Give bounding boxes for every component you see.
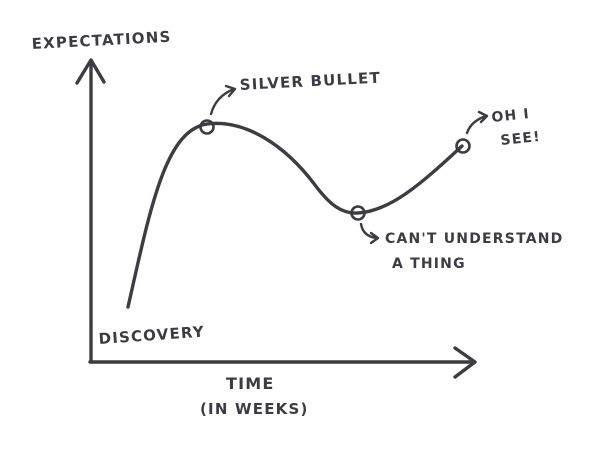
x-axis-label-in-weeks: (IN WEEKS) xyxy=(200,400,309,418)
oh-i-see-label-line1: OH I xyxy=(491,106,531,126)
y-axis-arrowhead xyxy=(75,58,106,85)
discovery-label: DISCOVERY xyxy=(98,323,205,348)
cant-understand-label-line1: CAN'T UNDERSTAND xyxy=(385,231,564,247)
cant-understand-label-line2: A THING xyxy=(392,256,466,272)
oh-i-see-marker xyxy=(455,138,471,154)
oh-i-see-pointer xyxy=(465,110,489,135)
oh-i-see-label-line2: SEE! xyxy=(500,129,542,149)
y-axis xyxy=(75,58,106,364)
silver-bullet-pointer xyxy=(209,84,237,116)
x-axis-label-time: TIME xyxy=(226,374,275,393)
silver-bullet-label: SILVER BULLET xyxy=(239,69,381,94)
cant-understand-pointer xyxy=(359,222,380,245)
expectations-curve xyxy=(126,121,464,309)
y-axis-label: EXPECTATIONS xyxy=(31,28,172,53)
x-axis xyxy=(88,346,477,379)
x-axis-arrowhead xyxy=(453,346,477,379)
silver-bullet-marker xyxy=(199,119,215,135)
cant-understand-marker xyxy=(350,205,366,221)
